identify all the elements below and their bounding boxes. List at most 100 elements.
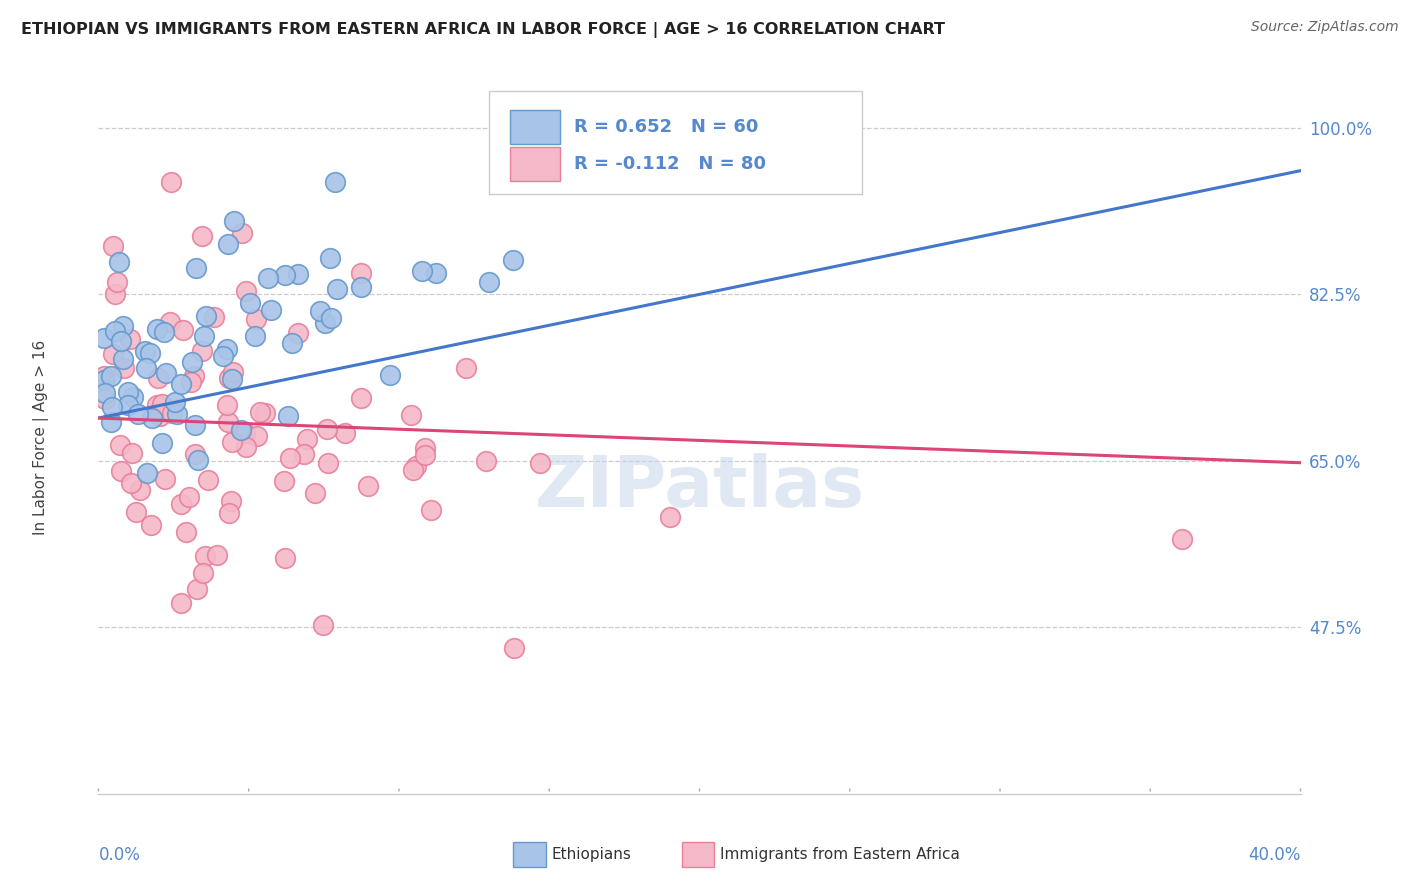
Point — [478, 275, 501, 289]
Point — [104, 324, 127, 338]
Text: Source: ZipAtlas.com: Source: ZipAtlas.com — [1251, 20, 1399, 34]
Point — [239, 296, 262, 310]
Point — [101, 347, 124, 361]
Point — [350, 280, 373, 294]
Point — [1171, 533, 1194, 547]
FancyBboxPatch shape — [489, 91, 862, 194]
Point — [211, 349, 233, 363]
Point — [121, 446, 143, 460]
Point — [401, 409, 423, 423]
Text: R = 0.652   N = 60: R = 0.652 N = 60 — [575, 118, 759, 136]
Point — [321, 310, 343, 325]
Point — [221, 371, 243, 385]
Point — [172, 323, 194, 337]
Point — [100, 400, 122, 414]
Point — [420, 502, 443, 516]
Point — [94, 385, 117, 400]
Point — [153, 472, 176, 486]
Point — [194, 549, 217, 563]
Point — [316, 456, 339, 470]
Point — [277, 409, 299, 424]
Point — [110, 464, 132, 478]
Point — [333, 426, 356, 441]
Text: In Labor Force | Age > 16: In Labor Force | Age > 16 — [32, 340, 49, 534]
Point — [134, 344, 156, 359]
Point — [159, 315, 181, 329]
Point — [235, 284, 257, 298]
Point — [108, 254, 131, 268]
Point — [139, 345, 162, 359]
Text: 0.0%: 0.0% — [98, 847, 141, 864]
Point — [218, 371, 240, 385]
Point — [139, 517, 162, 532]
Point — [170, 497, 193, 511]
Point — [205, 548, 228, 562]
Point — [93, 331, 115, 345]
Point — [170, 596, 193, 610]
FancyBboxPatch shape — [509, 110, 560, 144]
Text: R = -0.112   N = 80: R = -0.112 N = 80 — [575, 155, 766, 173]
Text: ZIPatlas: ZIPatlas — [534, 452, 865, 522]
Point — [179, 490, 201, 504]
Point — [150, 397, 173, 411]
Point — [350, 266, 373, 280]
Point — [184, 261, 207, 276]
Point — [202, 310, 225, 325]
Point — [229, 423, 252, 437]
Text: ETHIOPIAN VS IMMIGRANTS FROM EASTERN AFRICA IN LABOR FORCE | AGE > 16 CORRELATIO: ETHIOPIAN VS IMMIGRANTS FROM EASTERN AFR… — [21, 22, 945, 38]
Text: Immigrants from Eastern Africa: Immigrants from Eastern Africa — [720, 847, 960, 862]
Point — [166, 407, 188, 421]
Point — [231, 226, 253, 240]
Text: Ethiopians: Ethiopians — [551, 847, 631, 862]
Point — [260, 302, 283, 317]
Point — [160, 406, 183, 420]
Point — [121, 390, 143, 404]
Point — [174, 525, 197, 540]
Point — [659, 510, 682, 524]
Text: 40.0%: 40.0% — [1249, 847, 1301, 864]
Point — [180, 355, 202, 369]
Point — [502, 252, 524, 267]
Point — [287, 267, 309, 281]
Point — [120, 332, 142, 346]
Point — [314, 317, 336, 331]
Point — [253, 406, 276, 420]
Point — [141, 410, 163, 425]
Point — [529, 456, 551, 470]
Point — [356, 479, 378, 493]
Point — [112, 319, 135, 334]
Point — [218, 236, 240, 251]
Point — [187, 452, 209, 467]
Point — [127, 407, 149, 421]
Point — [274, 550, 297, 565]
Point — [149, 409, 172, 424]
Point — [219, 493, 242, 508]
Point — [233, 425, 256, 440]
Point — [246, 429, 269, 443]
Point — [413, 441, 436, 455]
Point — [215, 342, 238, 356]
Point — [280, 336, 302, 351]
Point — [221, 434, 243, 449]
Point — [402, 463, 425, 477]
Point — [183, 369, 205, 384]
Point — [295, 432, 318, 446]
Point — [129, 483, 152, 497]
Point — [105, 276, 128, 290]
Point — [117, 397, 139, 411]
Point — [108, 438, 131, 452]
Point — [93, 369, 115, 384]
Point — [287, 326, 309, 340]
Point — [308, 303, 330, 318]
Point — [405, 459, 427, 474]
Point — [135, 466, 157, 480]
Point — [153, 325, 176, 339]
Point — [193, 329, 215, 343]
Point — [245, 312, 267, 326]
Point — [104, 286, 127, 301]
Point — [273, 474, 295, 488]
Point — [193, 566, 215, 580]
Point — [197, 473, 219, 487]
Point — [93, 392, 115, 406]
Point — [110, 334, 132, 349]
